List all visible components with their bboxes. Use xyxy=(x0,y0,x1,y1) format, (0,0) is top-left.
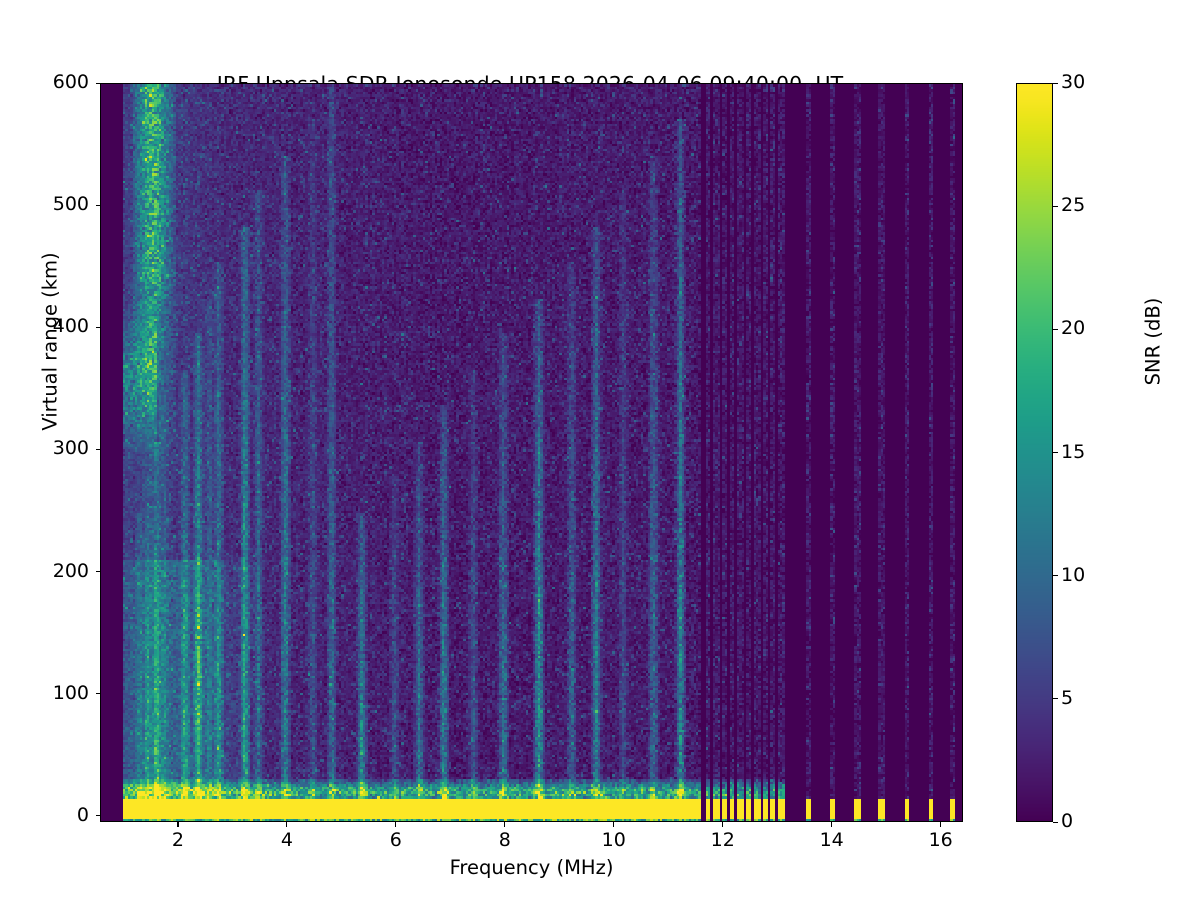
y-ticklabel-0: 0 xyxy=(76,803,89,826)
x-tick-4 xyxy=(286,822,288,827)
x-tick-10 xyxy=(613,822,615,827)
y-ticklabel-500: 500 xyxy=(52,193,89,216)
colorbar-tick-30 xyxy=(1053,82,1058,84)
x-ticklabel-10: 10 xyxy=(601,829,626,851)
y-ticklabel-600: 600 xyxy=(52,71,89,93)
colorbar-ticklabel-20: 20 xyxy=(1061,317,1086,340)
x-ticklabel-6: 6 xyxy=(389,829,402,851)
colorbar-tick-20 xyxy=(1053,328,1058,330)
colorbar-ticklabel-10: 10 xyxy=(1061,563,1086,586)
y-tick-600 xyxy=(95,82,100,84)
x-ticklabel-14: 14 xyxy=(819,829,844,851)
y-ticklabel-300: 300 xyxy=(52,437,89,460)
y-ticklabel-400: 400 xyxy=(52,315,89,338)
x-ticklabel-2: 2 xyxy=(171,829,184,851)
y-tick-100 xyxy=(95,693,100,695)
colorbar-label: SNR (dB) xyxy=(1141,297,1165,386)
y-tick-200 xyxy=(95,571,100,573)
y-tick-0 xyxy=(95,815,100,817)
ionogram-plot-area[interactable] xyxy=(100,83,963,822)
colorbar-tick-25 xyxy=(1053,205,1058,207)
colorbar-tick-10 xyxy=(1053,575,1058,577)
x-tick-2 xyxy=(177,822,179,827)
colorbar-tick-0 xyxy=(1053,821,1058,823)
x-tick-12 xyxy=(722,822,724,827)
x-tick-8 xyxy=(504,822,506,827)
colorbar xyxy=(1016,83,1053,822)
x-ticklabel-4: 4 xyxy=(280,829,293,851)
x-ticklabel-12: 12 xyxy=(710,829,735,851)
x-tick-6 xyxy=(395,822,397,827)
y-tick-400 xyxy=(95,326,100,328)
x-tick-14 xyxy=(831,822,833,827)
colorbar-gradient xyxy=(1016,83,1053,822)
y-tick-300 xyxy=(95,448,100,451)
colorbar-ticklabel-30: 30 xyxy=(1061,71,1086,93)
x-ticklabel-8: 8 xyxy=(498,829,511,851)
colorbar-tick-15 xyxy=(1053,452,1058,454)
x-ticklabel-16: 16 xyxy=(928,829,953,851)
colorbar-ticklabel-25: 25 xyxy=(1061,194,1086,217)
colorbar-ticklabel-0: 0 xyxy=(1061,810,1074,832)
colorbar-canvas xyxy=(1017,84,1052,821)
colorbar-ticklabel-5: 5 xyxy=(1061,686,1074,709)
y-ticklabel-100: 100 xyxy=(52,681,89,704)
colorbar-tick-5 xyxy=(1053,698,1058,700)
ionogram-heatmap[interactable] xyxy=(101,84,962,821)
colorbar-ticklabel-15: 15 xyxy=(1061,440,1086,463)
x-tick-16 xyxy=(940,822,942,827)
y-ticklabel-200: 200 xyxy=(52,559,89,582)
x-axis-label: Frequency (MHz) xyxy=(449,856,614,879)
y-tick-500 xyxy=(95,204,100,206)
